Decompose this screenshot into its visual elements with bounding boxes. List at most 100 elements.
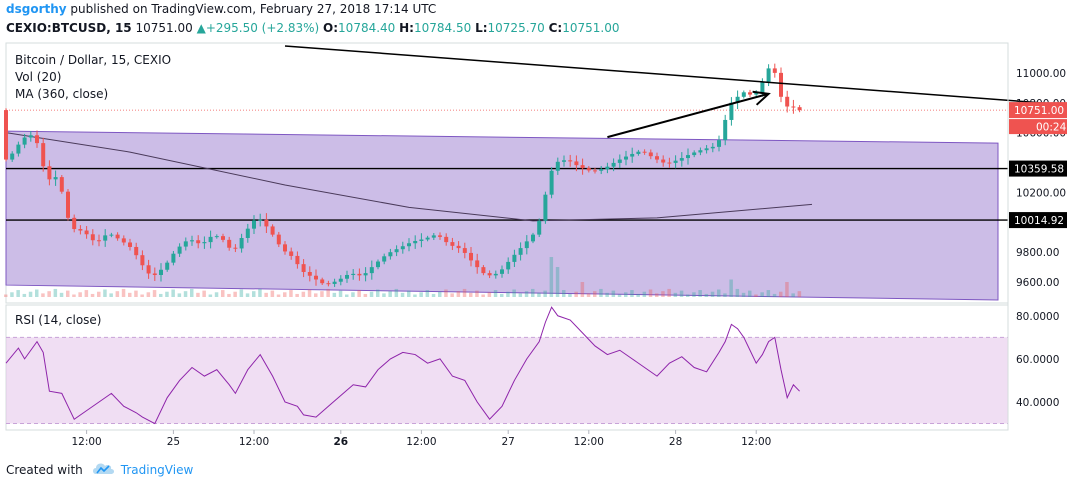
candle [431, 235, 436, 238]
volume-bar [661, 291, 665, 297]
candle [388, 252, 393, 257]
candle [196, 240, 201, 244]
change-value: +295.50 (+2.83%) [205, 21, 320, 35]
candle [394, 249, 399, 253]
volume-bar [760, 292, 764, 297]
volume-bar [41, 293, 45, 297]
candle [165, 262, 170, 270]
time-tick-label: 12:00 [574, 436, 604, 448]
volume-bar [580, 282, 585, 297]
volume-bar [555, 267, 560, 297]
candle [84, 230, 89, 235]
candle [611, 162, 616, 167]
candle [630, 153, 635, 157]
candle [717, 140, 721, 147]
candle [78, 229, 83, 231]
candle [400, 246, 405, 250]
volume-bar [586, 293, 591, 297]
volume-bar [307, 289, 312, 297]
volume-bar [4, 294, 8, 297]
volume-bar [425, 290, 430, 297]
volume-bar [345, 294, 349, 297]
candle [462, 248, 467, 253]
candle [655, 156, 659, 160]
candle [276, 234, 281, 245]
rsi-pane[interactable]: RSI (14, close) [5, 304, 1009, 431]
level-price-tag [1009, 212, 1067, 229]
created-with-text: Created with [6, 462, 83, 477]
volume-bar [283, 292, 287, 297]
volume-bar [741, 292, 746, 297]
volume-bar [183, 291, 188, 297]
volume-bar [791, 293, 795, 297]
price-tick-label: 11000.00 [1016, 68, 1066, 80]
candle [574, 161, 579, 166]
volume-bar [53, 288, 58, 297]
candle [723, 119, 728, 141]
candle [617, 159, 622, 163]
candle [146, 265, 151, 274]
candle [425, 237, 430, 240]
candle [363, 273, 368, 276]
price-pane[interactable]: Bitcoin / Dollar, 15, CEXIO Vol (20) MA (3… [4, 42, 1061, 304]
volume-bar [710, 291, 715, 297]
volume-bar [766, 290, 771, 297]
candle [754, 93, 759, 95]
volume-bar [59, 292, 64, 297]
candle [301, 264, 306, 272]
volume-bar [128, 292, 132, 297]
candle [735, 96, 740, 103]
volume-bar [165, 291, 169, 297]
volume-bar [686, 294, 690, 297]
candle [239, 238, 244, 249]
volume-bar [648, 289, 653, 297]
volume-bar [16, 290, 20, 297]
tradingview-link[interactable]: TradingView [120, 462, 194, 477]
rsi-band [6, 337, 1008, 424]
candle [661, 159, 666, 163]
candle [183, 241, 188, 247]
volume-bar [431, 293, 436, 297]
open-value: 10784.40 [338, 21, 396, 35]
candle [450, 242, 455, 246]
author-name[interactable]: dsgorthy [6, 2, 67, 16]
low-value: 10725.70 [487, 21, 545, 35]
volume-bar [90, 293, 95, 297]
candle [264, 219, 269, 227]
candle [543, 194, 548, 221]
candle [289, 251, 294, 256]
candle [159, 269, 163, 275]
candle [227, 239, 232, 248]
time-tick-label: 25 [167, 436, 180, 448]
candle [642, 151, 647, 153]
volume-bar [487, 292, 492, 297]
candle [407, 243, 411, 247]
candle [772, 68, 777, 73]
axes: 11000.0010800.0010600.0010200.009800.009… [6, 43, 1067, 448]
candle [47, 166, 52, 180]
candle [549, 170, 554, 195]
volume-bar [115, 291, 120, 297]
footer: Created with TradingView [6, 461, 193, 478]
candle [270, 226, 275, 235]
candle [28, 135, 33, 138]
time-tick-label: 12:00 [406, 436, 436, 448]
rsi-tick-label: 60.0000 [1016, 354, 1059, 366]
volume-bar [785, 282, 789, 297]
volume-bar [469, 292, 473, 297]
candle [338, 278, 343, 282]
volume-bar [152, 290, 157, 297]
volume-bar [103, 289, 107, 297]
candle [252, 220, 256, 229]
candle [555, 161, 560, 171]
trendline-arrowhead [752, 90, 771, 106]
candle [487, 273, 492, 276]
volume-bar [717, 289, 721, 297]
volume-bar [593, 291, 597, 297]
candle [679, 158, 684, 161]
volume-bar [481, 294, 485, 297]
candle [345, 274, 349, 279]
candle [332, 281, 337, 284]
rsi-line [5, 306, 800, 425]
